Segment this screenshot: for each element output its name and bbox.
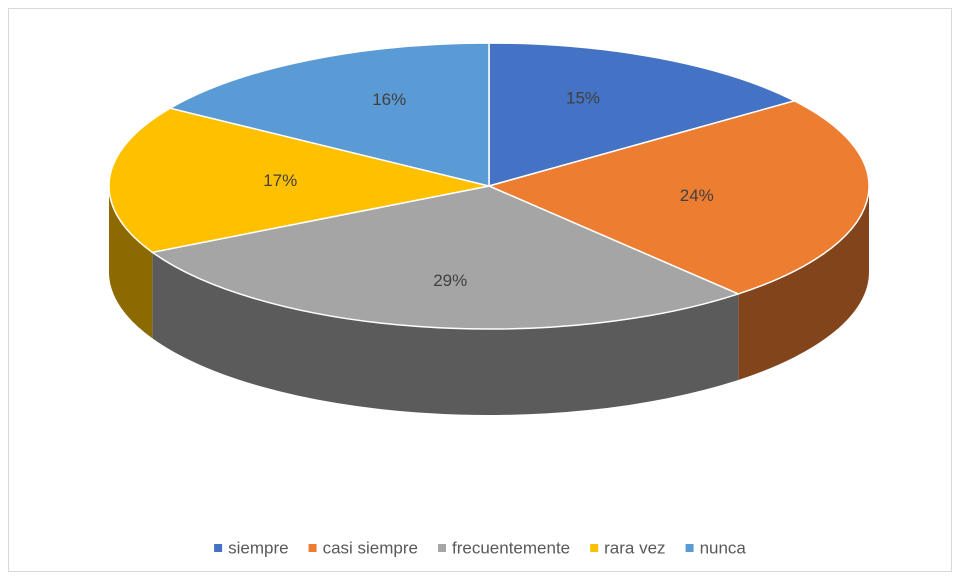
slice [108, 107, 490, 254]
legend-swatch [308, 544, 317, 552]
data-label: 17% [263, 171, 297, 190]
legend-swatch [590, 544, 599, 552]
legend-swatch [685, 544, 694, 552]
slice-side [738, 186, 869, 380]
pie-walls [109, 186, 869, 415]
slice [168, 42, 490, 187]
slice-side [152, 252, 739, 415]
data-label: 15% [566, 89, 600, 108]
slice [486, 100, 870, 295]
data-label: 29% [433, 271, 467, 290]
legend-label: nunca [700, 538, 747, 557]
legend: siempre casi siempre frecuentemente rara ve… [214, 538, 746, 557]
legend-swatch [214, 544, 223, 552]
data-labels: 15% 24% 29% 17% 16% [263, 89, 714, 290]
pie-tops [108, 42, 870, 330]
slice [150, 185, 741, 330]
legend-label: siempre [228, 538, 288, 557]
legend-label: casi siempre [323, 538, 418, 557]
data-label: 16% [372, 90, 406, 109]
slice [488, 42, 797, 187]
data-label: 24% [680, 186, 714, 205]
slice-side [109, 186, 153, 339]
legend-label: frecuentemente [452, 538, 570, 557]
legend-label: rara vez [604, 538, 665, 557]
legend-swatch [438, 544, 446, 552]
